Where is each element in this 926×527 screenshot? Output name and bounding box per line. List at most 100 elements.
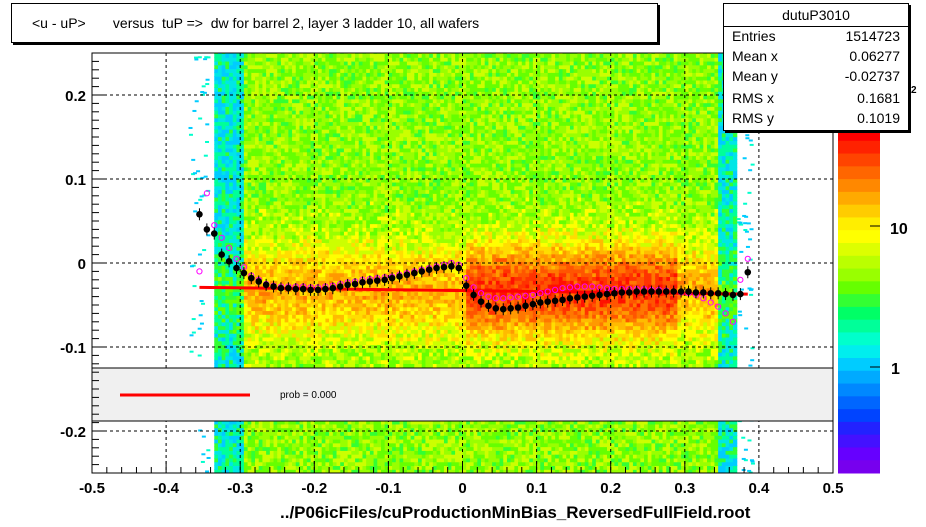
open-point — [707, 299, 714, 306]
x-tick-label: 0.4 — [748, 480, 770, 497]
filled-point — [737, 290, 744, 298]
filled-point — [277, 284, 285, 292]
filled-point — [462, 282, 470, 289]
palette-step — [838, 294, 880, 308]
stats-key: RMS y — [732, 110, 774, 126]
stats-value: 0.06277 — [849, 48, 900, 64]
palette-step — [838, 421, 880, 436]
x-tick-label: 0.5 — [823, 480, 844, 497]
filled-point — [507, 305, 514, 312]
open-point — [566, 284, 574, 291]
stats-value: 0.1019 — [857, 110, 900, 126]
filled-point — [322, 285, 329, 293]
filled-point — [351, 280, 359, 288]
filled-point — [292, 285, 300, 293]
filled-point — [655, 288, 663, 295]
filled-point — [551, 297, 559, 305]
filled-point — [618, 289, 626, 296]
palette-step — [838, 268, 880, 282]
palette-step — [838, 128, 880, 142]
filled-point — [396, 273, 403, 280]
filled-point — [729, 291, 737, 299]
filled-point — [285, 284, 292, 292]
filled-point — [225, 258, 233, 265]
axis-ticks: -0.5 -0.4 -0.3 -0.2 -0.1 0 0.1 0.2 0.3 0.4 0.5 -0.2… — [60, 52, 844, 497]
filled-point — [537, 299, 544, 306]
filled-point — [248, 274, 255, 282]
filled-point — [233, 264, 240, 272]
filled-point — [581, 293, 589, 300]
stats-row-mean-x: Mean x 0.06277 — [732, 48, 900, 68]
colorbar-label-1: 1 — [891, 361, 900, 378]
profile-points — [196, 190, 752, 325]
filled-point — [485, 302, 492, 310]
palette-step — [838, 204, 880, 218]
filled-point — [366, 278, 374, 285]
filled-point — [344, 281, 351, 289]
open-point — [514, 293, 522, 300]
filled-point — [455, 264, 463, 272]
palette-step — [838, 319, 880, 333]
colorbar-labels: 10 1 2 — [890, 85, 917, 378]
stats-key: RMS x — [732, 90, 774, 106]
filled-point — [403, 271, 411, 279]
filled-point — [203, 226, 211, 233]
filled-point — [522, 302, 529, 310]
open-point — [737, 276, 744, 283]
open-point — [218, 234, 225, 241]
filled-point — [662, 288, 670, 295]
filled-point — [314, 286, 322, 294]
filled-point — [307, 286, 314, 294]
filled-point — [262, 281, 270, 289]
filled-point — [336, 283, 344, 290]
palette-step — [838, 460, 880, 474]
palette-step — [838, 243, 880, 257]
x-tick-label: 0 — [458, 480, 466, 497]
open-point — [529, 291, 536, 299]
filled-point — [210, 230, 218, 237]
filled-point — [514, 304, 522, 311]
y-tick-label: 0 — [78, 256, 86, 273]
open-point — [589, 283, 596, 290]
y-tick-label: 0.2 — [65, 88, 86, 105]
palette-step — [838, 358, 880, 372]
filled-point — [492, 305, 500, 312]
open-point — [225, 244, 233, 251]
y-tick-label: -0.2 — [60, 424, 86, 441]
filled-point — [218, 251, 225, 258]
open-point — [522, 292, 529, 299]
palette-step — [838, 281, 880, 295]
open-point — [574, 283, 581, 290]
filled-point — [411, 269, 418, 277]
filled-point — [529, 300, 537, 308]
stats-key: Mean x — [732, 48, 778, 64]
palette-step — [838, 306, 880, 321]
filled-point — [588, 292, 596, 300]
x-tick-label: -0.3 — [227, 480, 253, 497]
filled-point — [714, 289, 722, 297]
stats-key: Mean y — [732, 68, 778, 84]
filled-point — [596, 291, 603, 299]
filled-point — [685, 288, 692, 295]
open-point — [537, 290, 544, 297]
filled-point — [633, 288, 640, 295]
x-axis-title: ../P06icFiles/cuProductionMinBias_Revers… — [280, 503, 751, 522]
palette-step — [838, 230, 880, 244]
x-tick-label: 0.3 — [674, 480, 695, 497]
filled-point — [625, 289, 633, 296]
title-box: <u - uP> versus tuP => dw for barrel 2, … — [11, 3, 658, 43]
x-tick-label: -0.4 — [153, 480, 180, 497]
colorbar-label-partial: 2 — [911, 85, 917, 96]
stats-value: 0.1681 — [857, 90, 900, 106]
filled-point — [692, 289, 700, 296]
filled-point — [440, 263, 448, 271]
filled-point — [381, 276, 388, 284]
filled-point — [433, 264, 440, 272]
legend-label: prob = 0.000 — [280, 390, 337, 401]
filled-point — [722, 290, 729, 298]
filled-point — [700, 289, 707, 296]
stats-value: 1514723 — [845, 28, 900, 44]
open-point — [544, 288, 551, 295]
open-point — [492, 295, 499, 302]
filled-point — [744, 268, 752, 276]
